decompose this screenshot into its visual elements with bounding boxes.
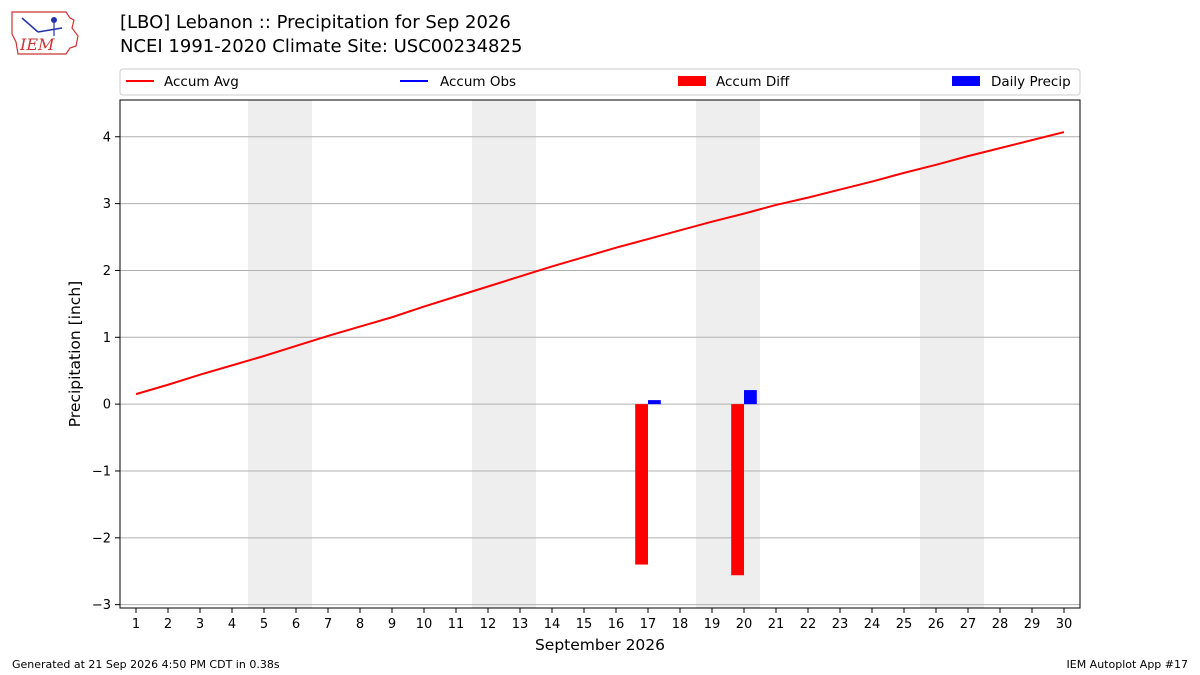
y-tick-label: 1 <box>103 331 111 346</box>
legend-label: Daily Precip <box>991 74 1071 90</box>
x-tick-label: 7 <box>324 617 332 632</box>
weekend-shade <box>472 100 536 608</box>
x-axis-label: September 2026 <box>535 636 665 654</box>
legend-bar-swatch <box>952 76 980 86</box>
x-tick-label: 24 <box>864 617 881 632</box>
x-tick-label: 19 <box>704 617 721 632</box>
y-tick-label: −2 <box>92 531 111 546</box>
legend-label: Accum Avg <box>164 74 239 90</box>
y-axis-label: Precipitation [inch] <box>66 281 84 427</box>
x-tick-label: 4 <box>228 617 236 632</box>
weekend-shade <box>920 100 984 608</box>
x-tick-label: 30 <box>1056 617 1073 632</box>
y-tick-label: 3 <box>103 197 111 212</box>
x-tick-label: 6 <box>292 617 300 632</box>
x-tick-label: 5 <box>260 617 268 632</box>
y-tick-label: −3 <box>92 598 111 613</box>
x-tick-label: 20 <box>736 617 753 632</box>
x-tick-label: 18 <box>672 617 689 632</box>
x-tick-label: 26 <box>928 617 945 632</box>
footer-app-text: IEM Autoplot App #17 <box>1067 658 1189 671</box>
weekend-shade <box>696 100 760 608</box>
accum-diff-bar <box>635 404 648 564</box>
x-tick-label: 9 <box>388 617 396 632</box>
y-tick-label: −1 <box>92 464 111 479</box>
x-tick-label: 29 <box>1024 617 1041 632</box>
x-tick-label: 21 <box>768 617 785 632</box>
y-tick-label: 4 <box>103 130 111 145</box>
x-tick-label: 12 <box>480 617 497 632</box>
x-tick-label: 1 <box>132 617 140 632</box>
x-tick-label: 11 <box>448 617 465 632</box>
daily-precip-bar <box>744 390 757 404</box>
x-tick-label: 25 <box>896 617 913 632</box>
x-tick-label: 22 <box>800 617 817 632</box>
x-tick-label: 28 <box>992 617 1009 632</box>
legend-box <box>120 69 1080 95</box>
legend-label: Accum Diff <box>716 74 790 90</box>
x-tick-label: 13 <box>512 617 529 632</box>
daily-precip-bar <box>648 400 661 404</box>
x-tick-label: 10 <box>416 617 433 632</box>
footer-generated-text: Generated at 21 Sep 2026 4:50 PM CDT in … <box>12 658 280 671</box>
legend-bar-swatch <box>678 76 706 86</box>
x-tick-label: 14 <box>544 617 561 632</box>
accum-diff-bar <box>731 404 744 575</box>
x-tick-label: 8 <box>356 617 364 632</box>
x-tick-label: 2 <box>164 617 172 632</box>
x-tick-label: 16 <box>608 617 625 632</box>
legend-label: Accum Obs <box>440 74 516 90</box>
y-tick-label: 0 <box>103 398 111 413</box>
x-tick-label: 17 <box>640 617 657 632</box>
x-tick-label: 15 <box>576 617 593 632</box>
y-tick-label: 2 <box>103 264 111 279</box>
weekend-shade <box>248 100 312 608</box>
x-tick-label: 23 <box>832 617 849 632</box>
x-tick-label: 3 <box>196 617 204 632</box>
x-tick-label: 27 <box>960 617 977 632</box>
